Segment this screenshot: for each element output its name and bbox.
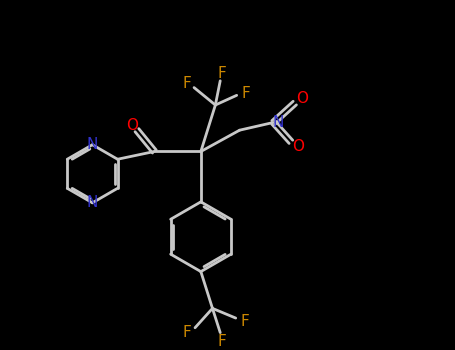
Text: F: F [183,76,192,91]
Text: O: O [126,118,138,133]
Text: F: F [183,325,192,340]
Text: F: F [241,86,250,101]
Text: N: N [87,137,98,152]
Text: O: O [292,139,303,154]
Text: N: N [273,115,284,130]
Text: F: F [218,65,227,80]
Text: F: F [240,314,249,329]
Text: N: N [87,195,98,210]
Text: F: F [218,334,227,349]
Text: O: O [297,91,308,106]
